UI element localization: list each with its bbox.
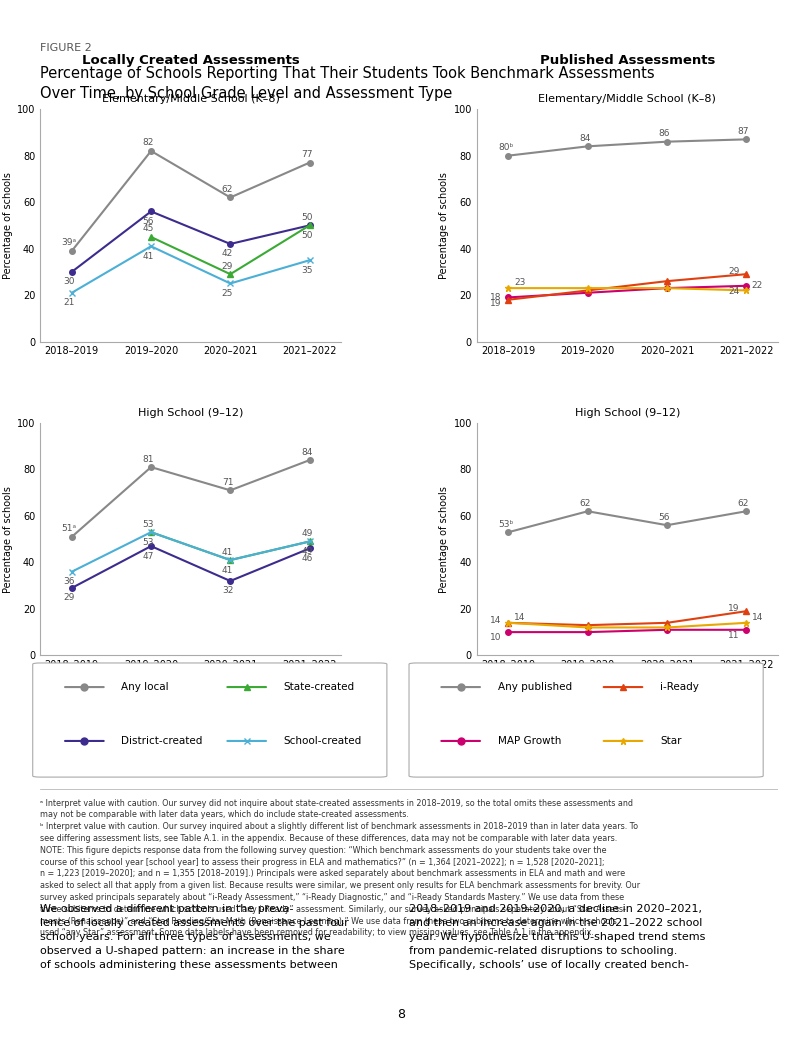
Text: 32: 32 bbox=[222, 587, 233, 595]
Y-axis label: Percentage of schools: Percentage of schools bbox=[439, 485, 449, 592]
Text: 22: 22 bbox=[751, 281, 763, 289]
Text: Any local: Any local bbox=[121, 682, 169, 692]
Text: 41: 41 bbox=[222, 565, 233, 574]
Y-axis label: Percentage of schools: Percentage of schools bbox=[2, 172, 13, 279]
Text: 47: 47 bbox=[143, 552, 154, 561]
Text: 29: 29 bbox=[728, 268, 739, 276]
Text: 29: 29 bbox=[63, 593, 75, 602]
Text: 11: 11 bbox=[727, 632, 739, 640]
Text: 46: 46 bbox=[301, 554, 313, 563]
Text: State-created: State-created bbox=[284, 682, 354, 692]
Text: 49: 49 bbox=[301, 529, 313, 538]
Text: 86: 86 bbox=[658, 130, 670, 138]
Text: 14: 14 bbox=[514, 613, 525, 622]
Text: School-created: School-created bbox=[284, 736, 362, 746]
Text: 18: 18 bbox=[490, 292, 501, 302]
Text: 35: 35 bbox=[301, 265, 313, 275]
Y-axis label: Percentage of schools: Percentage of schools bbox=[2, 485, 13, 592]
Text: 50: 50 bbox=[301, 231, 313, 240]
Text: 80ᵇ: 80ᵇ bbox=[498, 143, 513, 152]
Text: 77: 77 bbox=[301, 150, 313, 159]
Text: 8: 8 bbox=[397, 1008, 405, 1021]
Text: 53ᵇ: 53ᵇ bbox=[498, 520, 513, 529]
Text: Any published: Any published bbox=[497, 682, 572, 692]
Text: 84: 84 bbox=[579, 134, 590, 143]
FancyBboxPatch shape bbox=[409, 663, 764, 777]
Text: 24: 24 bbox=[728, 287, 739, 297]
Text: 56: 56 bbox=[658, 512, 670, 522]
Text: 39ᵃ: 39ᵃ bbox=[62, 239, 76, 248]
Title: High School (9–12): High School (9–12) bbox=[575, 408, 680, 418]
Title: Elementary/Middle School (K–8): Elementary/Middle School (K–8) bbox=[102, 94, 280, 104]
Text: 84: 84 bbox=[301, 448, 313, 456]
Text: MAP Growth: MAP Growth bbox=[497, 736, 561, 746]
Title: Elementary/Middle School (K–8): Elementary/Middle School (K–8) bbox=[538, 94, 716, 104]
Text: 56: 56 bbox=[143, 217, 154, 226]
Text: 41: 41 bbox=[222, 548, 233, 557]
Text: FIGURE 2: FIGURE 2 bbox=[40, 43, 92, 53]
Text: District-created: District-created bbox=[121, 736, 203, 746]
Text: 29: 29 bbox=[222, 261, 233, 271]
Text: 25: 25 bbox=[222, 289, 233, 298]
Text: We observed a different pattern in the preva-
lence of locally created assessmen: We observed a different pattern in the p… bbox=[40, 904, 349, 970]
Text: 30: 30 bbox=[63, 277, 75, 286]
Text: 62: 62 bbox=[222, 185, 233, 194]
Text: 41: 41 bbox=[143, 252, 154, 260]
Text: 82: 82 bbox=[143, 138, 154, 147]
Text: 49: 49 bbox=[301, 546, 313, 556]
Text: 50: 50 bbox=[301, 213, 313, 222]
Text: 53: 53 bbox=[143, 520, 154, 529]
FancyBboxPatch shape bbox=[33, 663, 387, 777]
Text: 36: 36 bbox=[63, 578, 75, 586]
Text: 14: 14 bbox=[751, 613, 764, 622]
Text: 71: 71 bbox=[222, 478, 233, 486]
Text: 23: 23 bbox=[514, 278, 525, 287]
Text: i-Ready: i-Ready bbox=[660, 682, 699, 692]
Y-axis label: Percentage of schools: Percentage of schools bbox=[439, 172, 449, 279]
Text: 62: 62 bbox=[738, 499, 749, 508]
Text: Star: Star bbox=[660, 736, 682, 746]
Text: Published Assessments: Published Assessments bbox=[540, 54, 715, 67]
Text: 19: 19 bbox=[727, 605, 739, 613]
Text: 62: 62 bbox=[579, 499, 590, 508]
Text: 51ᵃ: 51ᵃ bbox=[62, 525, 76, 533]
Text: 21: 21 bbox=[63, 299, 75, 307]
Text: 45: 45 bbox=[143, 224, 154, 233]
Text: ᵃ Interpret value with caution. Our survey did not inquire about state-created a: ᵃ Interpret value with caution. Our surv… bbox=[40, 798, 640, 937]
Text: 81: 81 bbox=[143, 454, 154, 464]
Text: 19: 19 bbox=[490, 299, 501, 308]
Text: 2018–2019 and 2019–2020, a decline in 2020–2021,
and then an increase again in t: 2018–2019 and 2019–2020, a decline in 20… bbox=[409, 904, 706, 970]
Text: 10: 10 bbox=[490, 634, 501, 643]
Text: 87: 87 bbox=[738, 127, 749, 136]
Text: Locally Created Assessments: Locally Created Assessments bbox=[82, 54, 300, 67]
Title: High School (9–12): High School (9–12) bbox=[138, 408, 243, 418]
Text: 53: 53 bbox=[143, 537, 154, 546]
Text: 14: 14 bbox=[490, 616, 501, 625]
Text: 42: 42 bbox=[222, 250, 233, 258]
Text: Percentage of Schools Reporting That Their Students Took Benchmark Assessments
O: Percentage of Schools Reporting That The… bbox=[40, 66, 654, 101]
